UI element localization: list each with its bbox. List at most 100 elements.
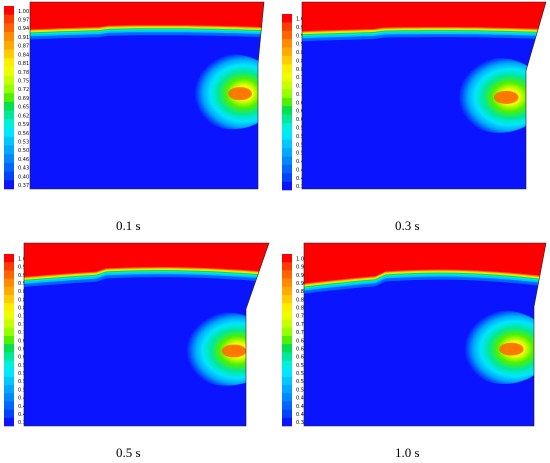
colorbar-swatch bbox=[282, 335, 292, 345]
colorbar-swatch bbox=[282, 368, 292, 378]
colorbar-swatch bbox=[282, 385, 292, 394]
colorbar-swatch bbox=[282, 417, 292, 427]
colorbar-swatch bbox=[282, 352, 292, 361]
colorbar-swatch bbox=[4, 254, 14, 263]
colorbar-swatch bbox=[4, 278, 14, 288]
colorbar-tick-label: 0.59 bbox=[18, 122, 29, 128]
colorbar-swatch bbox=[282, 148, 292, 157]
colorbar-tick-label: 0.81 bbox=[18, 61, 29, 67]
contour-field bbox=[24, 243, 269, 426]
colorbar-tick-label: 0.75 bbox=[18, 322, 29, 328]
colorbar-tick-label: 0.65 bbox=[18, 105, 29, 111]
domain-outline bbox=[29, 1, 265, 190]
caption-1p0s: 1.0 s bbox=[395, 445, 420, 460]
colorbar-swatch bbox=[4, 376, 14, 386]
colorbar-tick-label: 0.50 bbox=[296, 151, 307, 157]
colorbar-tick-label: 1.00 bbox=[18, 9, 29, 15]
colorbar-tick-label: 0.62 bbox=[296, 355, 307, 361]
colorbar-swatch bbox=[4, 360, 14, 369]
colorbar-swatch bbox=[4, 6, 14, 16]
colorbar-swatch bbox=[4, 32, 14, 42]
colorbar-swatch bbox=[4, 84, 14, 94]
colorbar-swatch bbox=[282, 122, 292, 132]
colorbar-swatch bbox=[4, 75, 14, 85]
colorbar-tick-label: 0.59 bbox=[296, 125, 307, 131]
colorbar-swatch bbox=[282, 376, 292, 386]
colorbar-swatch bbox=[282, 81, 292, 90]
colorbar-tick-label: 0.78 bbox=[296, 314, 307, 320]
colorbar-swatch bbox=[4, 385, 14, 394]
colorbar-swatch bbox=[4, 128, 14, 138]
colorbar-swatch bbox=[4, 58, 14, 68]
colorbar-tick-label: 0.69 bbox=[18, 96, 29, 102]
colorbar-tick-label: 0.97 bbox=[296, 25, 307, 31]
colorbar-tick-label: 0.50 bbox=[18, 148, 29, 154]
hotspot-core bbox=[228, 87, 252, 101]
colorbar-swatch bbox=[282, 286, 292, 296]
hotspot-core bbox=[493, 90, 519, 104]
colorbar-tick-label: 0.97 bbox=[18, 265, 29, 271]
colorbar-tick-label: 0.94 bbox=[18, 273, 29, 279]
colorbar-tick-label: 0.72 bbox=[18, 330, 29, 336]
colorbar-swatch bbox=[282, 156, 292, 166]
hotspot-core bbox=[221, 344, 247, 358]
colorbar-tick-label: 0.62 bbox=[296, 117, 307, 123]
colorbar-swatch bbox=[282, 254, 292, 263]
colorbar: 1.00 0.97 0.94 0.91 0.87 0.84 0.81 0.78 0.75 0.72… bbox=[282, 14, 307, 191]
colorbar-swatch bbox=[4, 154, 14, 164]
colorbar-tick-label: 0.78 bbox=[18, 314, 29, 320]
colorbar-tick-label: 0.84 bbox=[296, 297, 307, 303]
colorbar-swatch bbox=[282, 47, 292, 57]
colorbar-swatch bbox=[4, 162, 14, 172]
interface-band bbox=[30, 2, 264, 30]
colorbar-swatch bbox=[282, 409, 292, 419]
colorbar-swatch bbox=[4, 270, 14, 279]
colorbar-swatch bbox=[282, 311, 292, 320]
colorbar-tick-label: 0.91 bbox=[18, 35, 29, 41]
colorbar-swatch bbox=[282, 262, 292, 271]
colorbar-swatch bbox=[282, 401, 292, 410]
colorbar-swatch bbox=[4, 101, 14, 111]
colorbar-tick-label: 0.87 bbox=[18, 289, 29, 295]
colorbar-tick-label: 0.46 bbox=[296, 396, 307, 402]
contour-plot-0p1s: 1.00 0.97 0.94 0.91 0.87 0.84 0.81 0.78 0.75 0.72… bbox=[4, 1, 265, 190]
colorbar-swatch bbox=[4, 311, 14, 320]
colorbar-swatch bbox=[282, 173, 292, 182]
colorbar-tick-label: 0.97 bbox=[18, 18, 29, 24]
colorbar-swatch bbox=[282, 294, 292, 304]
colorbar-tick-label: 0.37 bbox=[296, 184, 307, 190]
colorbar-tick-label: 0.81 bbox=[296, 67, 307, 73]
colorbar-tick-label: 0.65 bbox=[18, 346, 29, 352]
colorbar-swatch bbox=[282, 114, 292, 124]
colorbar-tick-label: 0.50 bbox=[296, 387, 307, 393]
colorbar-tick-label: 0.40 bbox=[296, 176, 307, 182]
colorbar-tick-label: 0.75 bbox=[18, 79, 29, 85]
colorbar-tick-label: 1.00 bbox=[18, 256, 29, 262]
colorbar-tick-label: 0.56 bbox=[296, 134, 307, 140]
colorbar-swatch bbox=[282, 303, 292, 312]
colorbar-swatch bbox=[4, 319, 14, 329]
colorbar-swatch bbox=[4, 401, 14, 410]
colorbar-swatch bbox=[4, 294, 14, 304]
contour-plot-0p5s: 1.00 0.97 0.94 0.91 0.87 0.84 0.81 0.78 0.75 0.72… bbox=[4, 242, 270, 427]
colorbar-tick-label: 0.62 bbox=[18, 113, 29, 119]
colorbar-tick-label: 0.37 bbox=[18, 183, 29, 189]
colorbar-swatch bbox=[282, 344, 292, 353]
colorbar: 1.00 0.97 0.94 0.91 0.87 0.84 0.81 0.78 0.75 0.72… bbox=[4, 254, 29, 427]
domain-outline bbox=[301, 1, 547, 190]
caption-0p5s: 0.5 s bbox=[116, 445, 141, 460]
colorbar-swatch bbox=[4, 136, 14, 146]
colorbar-swatch bbox=[4, 368, 14, 378]
colorbar-tick-label: 0.43 bbox=[296, 167, 307, 173]
colorbar-swatch bbox=[4, 262, 14, 271]
colorbar-swatch bbox=[4, 335, 14, 345]
colorbar-tick-label: 0.84 bbox=[296, 58, 307, 64]
colorbar-swatch bbox=[282, 131, 292, 141]
colorbar-tick-label: 0.84 bbox=[18, 297, 29, 303]
contour-field bbox=[302, 2, 546, 189]
colorbar-tick-label: 0.53 bbox=[296, 379, 307, 385]
colorbar-swatch bbox=[4, 14, 14, 24]
colorbar-tick-label: 0.59 bbox=[18, 363, 29, 369]
colorbar-tick-label: 0.43 bbox=[296, 404, 307, 410]
interface-band bbox=[304, 243, 546, 284]
